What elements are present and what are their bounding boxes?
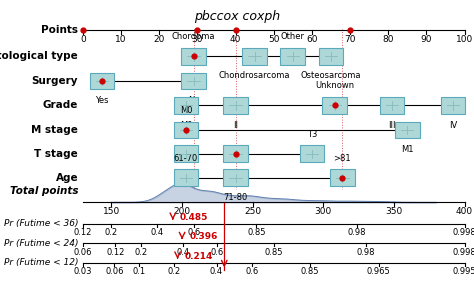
Text: Chordoma: Chordoma: [172, 32, 215, 41]
Text: 0.998: 0.998: [453, 248, 474, 257]
Text: 0.03: 0.03: [73, 267, 92, 276]
FancyBboxPatch shape: [173, 97, 198, 114]
Text: 40: 40: [230, 35, 241, 44]
Text: 0.965: 0.965: [367, 267, 391, 276]
Text: T1: T1: [181, 169, 191, 178]
Text: 0.85: 0.85: [301, 267, 319, 276]
FancyBboxPatch shape: [281, 48, 305, 65]
Text: 10: 10: [115, 35, 127, 44]
FancyBboxPatch shape: [223, 97, 248, 114]
Text: 0.98: 0.98: [347, 228, 366, 237]
Text: 71-80: 71-80: [223, 193, 248, 202]
Text: III: III: [388, 121, 396, 129]
Text: 60: 60: [306, 35, 318, 44]
Text: II: II: [233, 121, 238, 129]
Text: T3: T3: [307, 130, 317, 139]
Text: 250: 250: [244, 207, 261, 216]
Text: Pr (Futime < 24): Pr (Futime < 24): [4, 239, 78, 248]
Text: 0.2: 0.2: [167, 267, 181, 276]
Text: 0.85: 0.85: [264, 248, 283, 257]
Text: 80: 80: [383, 35, 394, 44]
Text: M0: M0: [180, 121, 192, 129]
FancyBboxPatch shape: [90, 73, 114, 89]
Text: 0.6: 0.6: [211, 248, 224, 257]
Text: Yes: Yes: [95, 96, 109, 105]
Text: 0.2: 0.2: [105, 228, 118, 237]
FancyBboxPatch shape: [395, 122, 419, 138]
Text: 0.998: 0.998: [453, 228, 474, 237]
Text: Histological type: Histological type: [0, 51, 78, 61]
FancyBboxPatch shape: [223, 145, 248, 162]
Text: IV: IV: [449, 121, 457, 129]
Text: pbccox coxph: pbccox coxph: [194, 10, 280, 23]
Text: 0: 0: [80, 35, 86, 44]
Text: Points: Points: [41, 25, 78, 35]
Text: 0.4: 0.4: [210, 267, 223, 276]
Text: 30: 30: [191, 35, 203, 44]
Text: 70: 70: [344, 35, 356, 44]
Text: M1: M1: [401, 145, 413, 154]
FancyBboxPatch shape: [173, 145, 198, 162]
FancyBboxPatch shape: [242, 48, 267, 65]
Text: 0.85: 0.85: [247, 228, 265, 237]
Text: 0.214: 0.214: [185, 252, 213, 261]
Text: 400: 400: [456, 207, 473, 216]
Text: 20: 20: [154, 35, 165, 44]
FancyBboxPatch shape: [441, 97, 465, 114]
Text: T stage: T stage: [35, 149, 78, 159]
Text: Age: Age: [55, 173, 78, 183]
Text: 100: 100: [456, 35, 473, 44]
Text: 0.98: 0.98: [356, 248, 375, 257]
Text: 0.12: 0.12: [106, 248, 125, 257]
Text: 150: 150: [102, 207, 120, 216]
Text: 0.6: 0.6: [188, 228, 201, 237]
Text: 0.1: 0.1: [132, 267, 145, 276]
Text: Other: Other: [281, 32, 305, 41]
Text: 0.2: 0.2: [135, 248, 147, 257]
FancyBboxPatch shape: [181, 73, 206, 89]
FancyBboxPatch shape: [319, 48, 343, 65]
Text: >81: >81: [334, 154, 351, 163]
Text: Surgery: Surgery: [32, 76, 78, 86]
FancyBboxPatch shape: [330, 169, 355, 186]
Text: Unknown: Unknown: [315, 81, 355, 90]
Text: 0.396: 0.396: [189, 232, 218, 242]
Text: 0.995: 0.995: [453, 267, 474, 276]
FancyBboxPatch shape: [173, 122, 198, 138]
Text: 0.12: 0.12: [74, 228, 92, 237]
Text: 0.06: 0.06: [73, 248, 92, 257]
Text: 300: 300: [315, 207, 332, 216]
Text: 0.485: 0.485: [180, 213, 208, 222]
FancyBboxPatch shape: [322, 97, 347, 114]
Text: 0.4: 0.4: [150, 228, 164, 237]
Text: Pr (Futime < 12): Pr (Futime < 12): [4, 258, 78, 268]
Text: 90: 90: [420, 35, 432, 44]
Text: 0.6: 0.6: [245, 267, 258, 276]
FancyBboxPatch shape: [300, 145, 324, 162]
Text: M0: M0: [180, 106, 192, 115]
Text: No: No: [188, 96, 200, 105]
Text: 0.06: 0.06: [105, 267, 124, 276]
Text: Grade: Grade: [43, 101, 78, 110]
Text: 0.4: 0.4: [176, 248, 190, 257]
Text: Pr (Futime < 36): Pr (Futime < 36): [4, 219, 78, 229]
FancyBboxPatch shape: [181, 48, 206, 65]
Text: 50: 50: [268, 35, 280, 44]
Text: 200: 200: [173, 207, 191, 216]
Text: M stage: M stage: [31, 125, 78, 135]
Text: T2: T2: [230, 169, 241, 178]
FancyBboxPatch shape: [380, 97, 404, 114]
Text: 350: 350: [385, 207, 402, 216]
Text: Osteosarcoma: Osteosarcoma: [301, 71, 361, 80]
FancyBboxPatch shape: [173, 169, 198, 186]
Text: 61-70: 61-70: [174, 154, 198, 163]
FancyBboxPatch shape: [223, 169, 248, 186]
Text: Total points: Total points: [9, 186, 78, 196]
Text: Chondrosarcoma: Chondrosarcoma: [219, 71, 291, 80]
